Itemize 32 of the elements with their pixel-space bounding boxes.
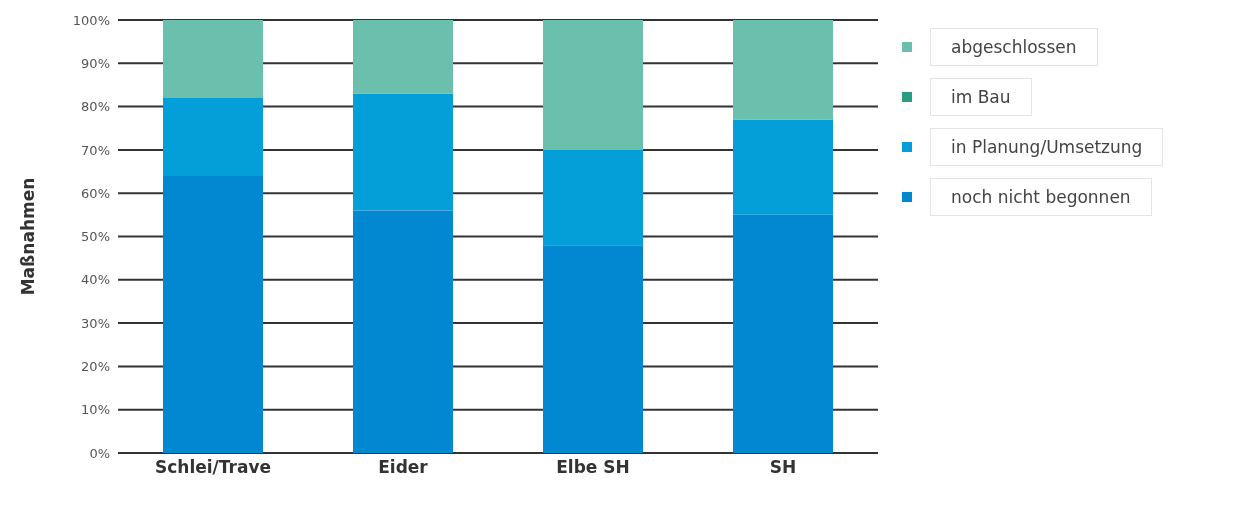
- legend-label: im Bau: [930, 78, 1032, 116]
- y-tick-label: 60%: [81, 185, 110, 201]
- y-tick-label: 40%: [81, 272, 110, 288]
- legend-label: in Planung/Umsetzung: [930, 128, 1164, 166]
- bar: [353, 20, 453, 94]
- y-tick-label: 50%: [81, 229, 110, 245]
- y-tick-label: 90%: [81, 55, 110, 71]
- bar: [163, 97, 263, 176]
- y-tick-label: 0%: [89, 445, 110, 461]
- bar: [543, 149, 643, 246]
- bar: [163, 20, 263, 98]
- x-tick-label: Elbe SH: [556, 457, 630, 478]
- y-axis-title: Maßnahmen: [18, 177, 39, 296]
- y-tick-label: 30%: [81, 315, 110, 331]
- bar: [733, 20, 833, 120]
- y-tick-label: 70%: [81, 142, 110, 158]
- bar: [733, 214, 833, 453]
- x-tick-label: Eider: [378, 457, 429, 478]
- x-tick-label: Schlei/Trave: [154, 457, 272, 478]
- bar: [353, 210, 453, 453]
- bar: [543, 245, 643, 453]
- x-tick-label: SH: [769, 457, 797, 478]
- bar: [543, 20, 643, 150]
- bar: [733, 119, 833, 215]
- y-tick-label: 80%: [81, 99, 110, 115]
- legend-label: noch nicht begonnen: [930, 178, 1152, 216]
- bar: [163, 175, 263, 453]
- y-tick-label: 10%: [81, 402, 110, 418]
- bar: [353, 93, 453, 211]
- y-tick-label: 100%: [72, 12, 110, 28]
- legend-label: abgeschlossen: [930, 28, 1098, 66]
- y-tick-label: 20%: [81, 359, 110, 375]
